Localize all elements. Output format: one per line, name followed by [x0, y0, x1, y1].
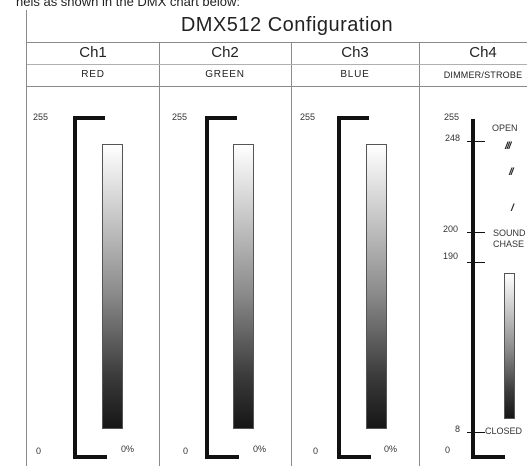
channel-3-range-bracket-bottom	[337, 455, 371, 459]
channel-4-open-label: OPEN	[492, 123, 518, 133]
channel-1-max-label: 255	[33, 112, 49, 122]
channel-1-min-label: 0	[36, 446, 42, 456]
channel-4-scale-label-248: 248	[445, 133, 461, 143]
channel-1-range-bracket-top	[73, 116, 105, 120]
channel-3-range-bracket-top	[337, 116, 369, 120]
channel-3-function: BLUE	[291, 64, 419, 87]
channel-4-scale-label-190: 190	[443, 251, 459, 261]
channel-1-name: Ch1	[27, 42, 159, 65]
channel-4-scale-label-255: 255	[444, 112, 460, 122]
channel-2-range-bracket-bottom	[205, 455, 239, 459]
channel-2-range-bracket-top	[205, 116, 237, 120]
table-title: DMX512 Configuration	[27, 10, 527, 43]
channel-4-scale-label-8: 8	[455, 424, 461, 434]
channel-2-name: Ch2	[159, 42, 291, 65]
channel-4-tick-8	[467, 432, 485, 433]
channel-4-scale-label-200: 200	[443, 224, 459, 234]
channel-4-scale-label-0: 0	[445, 445, 451, 455]
channel-1-range-bracket-bottom	[73, 455, 107, 459]
channel-3-percent-label: 0%	[384, 444, 398, 454]
channel-2-percent-label: 0%	[253, 444, 267, 454]
channel-4-tick-190	[467, 262, 485, 263]
channel-4-strobe-slow-icon: /	[511, 203, 514, 214]
dmx-configuration-table: DMX512 Configuration Ch1 RED 255 0 0% Ch…	[26, 10, 527, 466]
channel-3-name: Ch3	[291, 42, 419, 65]
channel-2-range-bracket-side	[205, 116, 209, 459]
channel-4-strobe-medium-icon: //	[509, 167, 513, 178]
channel-4-scale-bar	[471, 119, 475, 459]
channel-2-function: GREEN	[159, 64, 291, 87]
channel-3-gradient-bar	[366, 144, 387, 429]
channel-3-range-bracket-side	[337, 116, 341, 459]
channel-3-max-label: 255	[300, 112, 316, 122]
channel-2-max-label: 255	[172, 112, 188, 122]
channel-4-column: Ch4 DIMMER/STROBE 255 248 200 190 8 0 OP…	[419, 42, 527, 466]
channel-2-min-label: 0	[183, 446, 189, 456]
channel-1-percent-label: 0%	[121, 444, 135, 454]
channel-4-gradient-bar	[504, 273, 515, 419]
channel-4-strobe-fast-icon: ///	[505, 141, 511, 152]
intro-text: nels as shown in the DMX chart below:	[16, 0, 240, 9]
channel-4-tick-200	[467, 232, 485, 233]
channel-2-column: Ch2 GREEN 255 0 0%	[159, 42, 292, 466]
channel-1-column: Ch1 RED 255 0 0%	[27, 42, 160, 466]
channel-4-name: Ch4	[419, 42, 527, 65]
channel-4-function: DIMMER/STROBE	[419, 64, 527, 87]
channel-1-function: RED	[27, 64, 159, 87]
channel-4-tick-248	[467, 141, 485, 142]
channel-1-gradient-bar	[102, 144, 123, 429]
channel-4-scale-bottom	[471, 455, 505, 459]
channel-2-gradient-bar	[233, 144, 254, 429]
channel-3-column: Ch3 BLUE 255 0 0%	[291, 42, 420, 466]
channel-4-sound-label: SOUND	[493, 228, 526, 238]
channel-1-range-bracket-side	[73, 116, 77, 459]
channel-4-closed-label: CLOSED	[485, 426, 523, 436]
channel-3-min-label: 0	[313, 446, 319, 456]
channel-4-chase-label: CHASE	[493, 239, 525, 249]
